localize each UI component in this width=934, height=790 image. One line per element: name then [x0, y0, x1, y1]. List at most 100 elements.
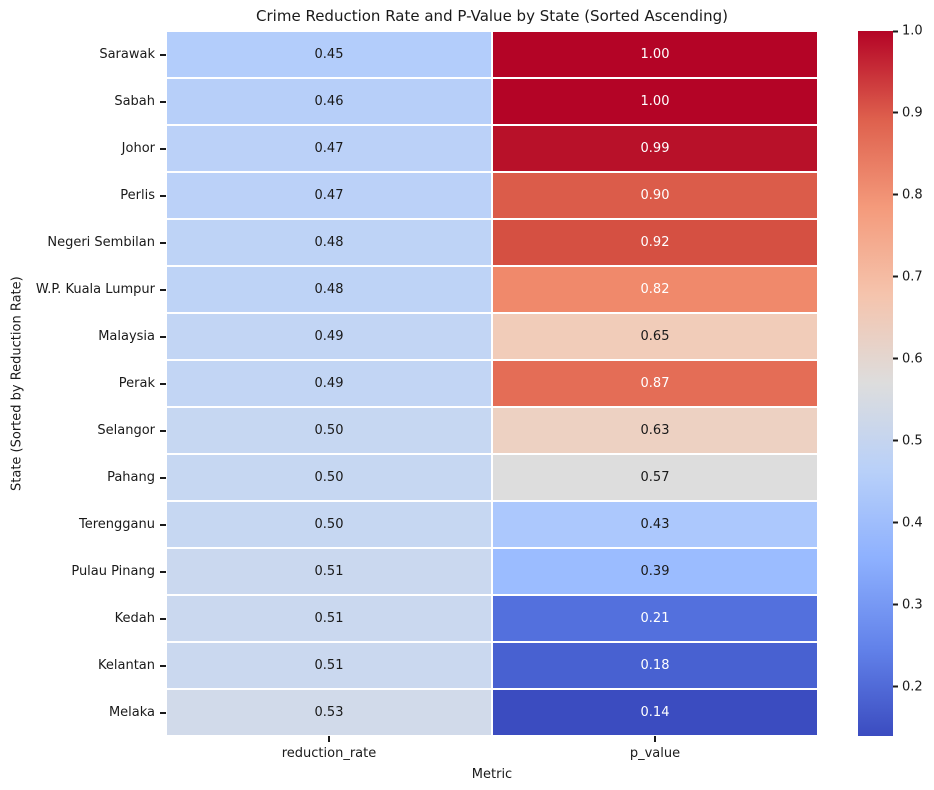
- colorbar-tick-label: 0.8: [902, 187, 923, 203]
- colorbar-tick: 0.9: [893, 105, 923, 120]
- y-tick-label-row: Negeri Sembilan: [0, 219, 166, 266]
- y-tick-mark: [160, 147, 166, 150]
- colorbar-tick-label: 0.3: [902, 597, 923, 613]
- state-label: Sarawak: [99, 47, 155, 62]
- state-label: W.P. Kuala Lumpur: [35, 282, 155, 297]
- x-axis-tick-labels: reduction_rate p_value: [166, 746, 818, 761]
- y-tick-mark: [160, 570, 166, 573]
- y-tick-mark: [160, 335, 166, 338]
- y-axis-tick-labels: Sarawak Sabah Johor Perlis Negeri Sembilan W.…: [0, 31, 166, 736]
- y-tick-label-row: Pahang: [0, 454, 166, 501]
- x-tick-mark: [654, 736, 656, 742]
- state-label: Sabah: [114, 94, 155, 109]
- state-label: Malaysia: [98, 329, 155, 344]
- colorbar-tick: 0.5: [893, 433, 923, 448]
- heatmap-cell: 0.92: [492, 219, 818, 266]
- y-tick-mark: [160, 664, 166, 667]
- state-label: Selangor: [97, 423, 155, 438]
- heatmap-grid: 0.45 1.00 0.46 1.00 0.47 0.99 0.47 0.90 0.48 0.92…: [166, 31, 818, 736]
- colorbar: [858, 31, 893, 736]
- y-tick-label-row: Selangor: [0, 407, 166, 454]
- colorbar-tick-label: 0.9: [902, 105, 923, 121]
- heatmap-cell: 0.46: [166, 78, 492, 125]
- heatmap-cell: 0.51: [166, 595, 492, 642]
- colorbar-tick: 1.0: [893, 24, 923, 39]
- heatmap-cell: 0.51: [166, 642, 492, 689]
- x-axis-ticks: [166, 736, 818, 742]
- y-tick-label-row: Perak: [0, 360, 166, 407]
- heatmap-cell: 1.00: [492, 31, 818, 78]
- y-tick-mark: [160, 53, 166, 56]
- heatmap-cell: 0.14: [492, 689, 818, 736]
- column-label-reduction-rate: reduction_rate: [281, 746, 377, 761]
- colorbar-tick: 0.8: [893, 187, 923, 202]
- heatmap-cell: 0.90: [492, 172, 818, 219]
- y-tick-label-row: Malaysia: [0, 313, 166, 360]
- y-tick-label-row: W.P. Kuala Lumpur: [0, 266, 166, 313]
- column-label-p-value: p_value: [629, 746, 681, 761]
- heatmap-cell: 0.82: [492, 266, 818, 313]
- y-tick-mark: [160, 382, 166, 385]
- colorbar-tick-mark: [893, 275, 898, 278]
- y-tick-mark: [160, 476, 166, 479]
- colorbar-tick-mark: [893, 193, 898, 196]
- heatmap-cell: 0.48: [166, 219, 492, 266]
- y-tick-label-row: Perlis: [0, 172, 166, 219]
- heatmap-cell: 0.39: [492, 548, 818, 595]
- y-tick-label-row: Johor: [0, 125, 166, 172]
- colorbar-tick: 0.4: [893, 515, 923, 530]
- heatmap-cell: 1.00: [492, 78, 818, 125]
- colorbar-ticks: 1.0 0.9 0.8 0.7 0.6 0.5 0.4 0.3 0.2: [893, 24, 934, 736]
- heatmap-cell: 0.49: [166, 313, 492, 360]
- colorbar-tick: 0.6: [893, 351, 923, 366]
- colorbar-tick-label: 0.4: [902, 515, 923, 531]
- heatmap-cell: 0.47: [166, 125, 492, 172]
- state-label: Perak: [118, 376, 155, 391]
- y-tick-label-row: Kelantan: [0, 642, 166, 689]
- y-tick-mark: [160, 617, 166, 620]
- state-label: Negeri Sembilan: [47, 235, 155, 250]
- heatmap-cell: 0.49: [166, 360, 492, 407]
- state-label: Melaka: [108, 705, 155, 720]
- y-tick-mark: [160, 241, 166, 244]
- colorbar-tick-label: 1.0: [902, 23, 923, 39]
- y-tick-label-row: Sabah: [0, 78, 166, 125]
- heatmap-cell: 0.43: [492, 501, 818, 548]
- x-axis-label: Metric: [471, 767, 513, 782]
- colorbar-tick-mark: [893, 357, 898, 360]
- colorbar-tick: 0.7: [893, 269, 923, 284]
- y-tick-mark: [160, 711, 166, 714]
- colorbar-tick-label: 0.7: [902, 269, 923, 285]
- y-tick-mark: [160, 523, 166, 526]
- colorbar-tick-mark: [893, 439, 898, 442]
- colorbar-tick: 0.3: [893, 597, 923, 612]
- state-label: Perlis: [120, 188, 155, 203]
- y-tick-label-row: Pulau Pinang: [0, 548, 166, 595]
- heatmap-cell: 0.45: [166, 31, 492, 78]
- colorbar-tick-mark: [893, 603, 898, 606]
- colorbar-tick-label: 0.2: [902, 679, 923, 695]
- colorbar-tick-label: 0.5: [902, 433, 923, 449]
- state-label: Kelantan: [98, 658, 155, 673]
- y-tick-mark: [160, 429, 166, 432]
- colorbar-tick-mark: [893, 30, 898, 32]
- y-tick-mark: [160, 288, 166, 291]
- y-tick-label-row: Terengganu: [0, 501, 166, 548]
- heatmap-cell: 0.57: [492, 454, 818, 501]
- heatmap-cell: 0.87: [492, 360, 818, 407]
- heatmap-cell: 0.53: [166, 689, 492, 736]
- heatmap-cell: 0.47: [166, 172, 492, 219]
- colorbar-tick: 0.2: [893, 679, 923, 694]
- colorbar-tick-mark: [893, 685, 898, 688]
- heatmap-cell: 0.48: [166, 266, 492, 313]
- heatmap-cell: 0.63: [492, 407, 818, 454]
- chart-title: Crime Reduction Rate and P-Value by Stat…: [256, 7, 728, 25]
- colorbar-tick-label: 0.6: [902, 351, 923, 367]
- colorbar-tick-mark: [893, 521, 898, 524]
- state-label: Pulau Pinang: [71, 564, 155, 579]
- state-label: Johor: [121, 141, 155, 156]
- heatmap-cell: 0.65: [492, 313, 818, 360]
- heatmap-cell: 0.21: [492, 595, 818, 642]
- heatmap-cell: 0.50: [166, 501, 492, 548]
